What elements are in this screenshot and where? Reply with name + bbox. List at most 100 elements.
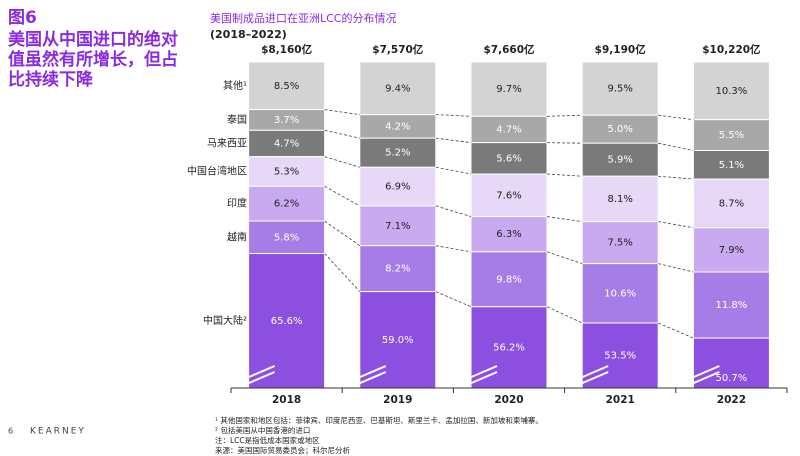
connector <box>658 114 694 121</box>
connector <box>546 251 583 264</box>
bar-segment <box>692 61 770 121</box>
bar-segment <box>692 227 770 273</box>
value-label: 53.5% <box>604 350 636 361</box>
bar-segment <box>359 137 437 168</box>
value-label: 56.2% <box>493 342 525 353</box>
connector <box>324 253 361 292</box>
chart-title: 美国制成品进口在亚洲LCC的分布情况 <box>210 11 397 25</box>
value-label: 11.8% <box>716 300 748 311</box>
footnote: 注：LCC是指低成本国家或地区 <box>215 435 320 445</box>
connector <box>546 114 583 117</box>
bar-segment <box>581 142 659 177</box>
value-label: 65.6% <box>271 316 303 327</box>
connector <box>658 142 694 151</box>
connector <box>546 216 583 222</box>
bar-segment <box>359 245 437 293</box>
connector <box>546 173 583 177</box>
chart-subtitle: (2018–2022) <box>210 28 287 41</box>
legend-label: 中国大陆² <box>203 314 247 327</box>
value-label: 7.9% <box>719 245 744 256</box>
value-label: 8.5% <box>274 81 299 92</box>
total-label: $7,570亿 <box>372 43 424 56</box>
bar-segment <box>581 221 659 265</box>
value-label: 5.0% <box>607 124 632 135</box>
value-label: 59.0% <box>382 335 414 346</box>
headline: 值虽然有所增长，但占 <box>8 49 178 70</box>
bar-segment <box>248 61 326 111</box>
legend-label: 泰国 <box>227 113 247 126</box>
x-tick-label: 2018 <box>272 394 301 406</box>
connector <box>658 221 694 229</box>
axis-break <box>468 365 498 379</box>
x-tick-label: 2022 <box>717 394 746 406</box>
footnote: ² 包括美国从中国香港的进口 <box>215 425 310 435</box>
value-label: 5.8% <box>274 232 299 243</box>
value-label: 6.3% <box>496 229 521 240</box>
value-label: 5.9% <box>607 155 632 166</box>
legend-label: 越南 <box>227 230 247 243</box>
bar-segment <box>359 166 437 207</box>
value-label: 4.2% <box>385 121 410 132</box>
legend-label: 印度 <box>227 197 247 210</box>
bar-segment <box>248 156 326 187</box>
total-label: $10,220亿 <box>702 43 761 56</box>
axis-break <box>691 365 720 379</box>
value-label: 9.5% <box>607 84 632 95</box>
bar-segment <box>581 61 659 116</box>
value-label: 9.8% <box>496 274 521 285</box>
value-label: 6.9% <box>385 182 410 193</box>
connector <box>435 245 472 253</box>
value-label: 8.2% <box>385 264 410 275</box>
connector <box>435 137 472 144</box>
figure-label: 图6 <box>8 8 37 28</box>
connector <box>324 220 361 247</box>
connector <box>546 306 583 324</box>
axis-break <box>246 371 275 385</box>
value-label: 9.4% <box>385 83 410 94</box>
bar-segment <box>470 216 548 253</box>
bar-segment <box>470 173 548 218</box>
value-label: 5.2% <box>385 148 410 159</box>
bar-segment <box>470 306 548 389</box>
value-label: 6.2% <box>274 199 299 210</box>
legend-label: 马来西亚 <box>207 137 247 149</box>
axis-break <box>579 371 609 385</box>
bar-segment <box>470 251 548 308</box>
axis-break <box>579 365 609 379</box>
value-label: 8.1% <box>607 194 632 205</box>
total-label: $9,190亿 <box>595 43 647 56</box>
x-tick-label: 2020 <box>494 394 523 406</box>
total-label: $8,160亿 <box>261 43 313 56</box>
footnote: 来源：美国国际贸易委员会；科尔尼分析 <box>215 445 350 455</box>
x-tick-label: 2021 <box>606 394 635 406</box>
bar-segment <box>581 114 659 144</box>
bar-segment <box>581 175 659 223</box>
value-label: 3.7% <box>274 115 299 126</box>
x-tick-label: 2019 <box>383 394 412 406</box>
value-label: 4.7% <box>274 138 299 149</box>
headline: 美国从中国进口的绝对 <box>8 29 178 50</box>
connector <box>435 166 472 175</box>
value-label: 7.5% <box>607 238 632 249</box>
axis-break <box>357 365 387 379</box>
bar-segment <box>248 129 326 158</box>
brand: KEARNEY <box>30 427 86 437</box>
headline: 比持续下降 <box>8 69 94 90</box>
axis-break <box>468 371 498 385</box>
legend-label: 其他¹ <box>223 79 247 92</box>
bar-segment <box>692 119 770 151</box>
value-label: 5.5% <box>719 130 744 141</box>
value-label: 5.6% <box>496 153 521 164</box>
connector <box>546 142 583 144</box>
value-label: 7.1% <box>385 221 410 232</box>
total-label: $7,660亿 <box>483 43 535 56</box>
page-number: 6 <box>8 427 13 436</box>
connector <box>324 109 360 116</box>
value-label: 4.7% <box>496 124 521 135</box>
connector <box>435 291 472 308</box>
value-label: 5.3% <box>274 166 299 177</box>
axis-break <box>246 365 275 379</box>
axis-break <box>357 371 387 385</box>
connector <box>658 175 694 180</box>
